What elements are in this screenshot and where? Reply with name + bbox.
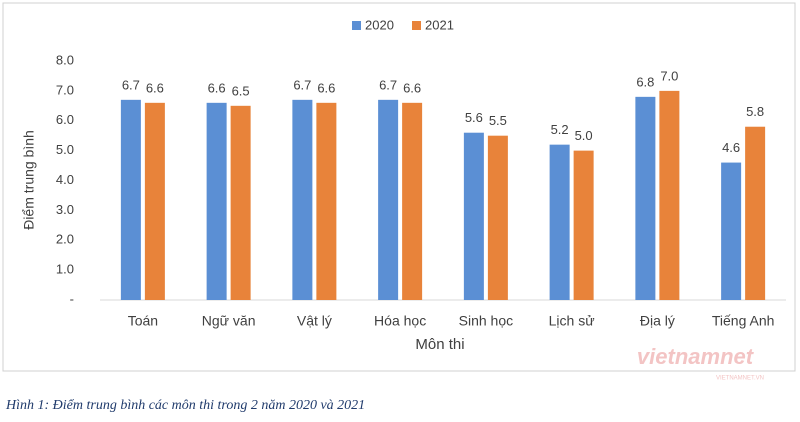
x-tick-label: Hóa học xyxy=(374,313,426,329)
chart: Điểm trung bình Môn thi vietnamnet VIETN… xyxy=(2,2,796,382)
bar xyxy=(573,150,594,300)
x-tick-label: Vật lý xyxy=(297,313,332,329)
y-tick-label: 1.0 xyxy=(56,262,74,277)
value-label: 6.6 xyxy=(317,80,335,95)
value-label: 6.7 xyxy=(122,77,140,92)
bar xyxy=(463,132,484,300)
value-label: 6.7 xyxy=(379,77,397,92)
value-label: 4.6 xyxy=(722,140,740,155)
legend-swatch xyxy=(352,21,361,30)
y-tick-label: 4.0 xyxy=(56,172,74,187)
value-label: 5.6 xyxy=(465,110,483,125)
y-tick-label: 8.0 xyxy=(56,52,74,67)
y-tick-label: 7.0 xyxy=(56,82,74,97)
bar xyxy=(120,99,141,301)
value-label: 6.6 xyxy=(208,80,226,95)
caption: Hình 1: Điểm trung bình các môn thi tron… xyxy=(6,398,366,413)
x-tick-label: Tiếng Anh xyxy=(712,313,775,329)
y-tick-label: 5.0 xyxy=(56,142,74,157)
y-tick-label: 6.0 xyxy=(56,112,74,127)
bar xyxy=(230,105,251,300)
value-label: 6.7 xyxy=(293,77,311,92)
bar xyxy=(549,144,570,300)
watermark: vietnamnet xyxy=(637,344,755,369)
bar xyxy=(721,162,742,300)
bar xyxy=(635,96,656,300)
x-axis-title: Môn thi xyxy=(415,336,464,353)
x-tick-label: Ngữ văn xyxy=(202,313,256,329)
value-label: 6.6 xyxy=(146,80,164,95)
watermark-sub: VIETNAMNET.VN xyxy=(716,376,764,382)
value-label: 6.8 xyxy=(636,74,654,89)
value-label: 6.6 xyxy=(403,80,421,95)
y-tick-label: - xyxy=(70,291,74,306)
bar xyxy=(144,102,165,300)
x-tick-label: Sinh học xyxy=(459,313,513,329)
bar xyxy=(745,126,766,300)
x-tick-label: Địa lý xyxy=(640,313,675,329)
value-label: 6.5 xyxy=(232,83,250,98)
y-tick-label: 3.0 xyxy=(56,202,74,217)
value-label: 5.0 xyxy=(575,128,593,143)
bar xyxy=(206,102,227,300)
value-label: 7.0 xyxy=(660,68,678,83)
bar xyxy=(487,135,508,300)
value-label: 5.5 xyxy=(489,113,507,128)
y-tick-label: 2.0 xyxy=(56,232,74,247)
bar xyxy=(378,99,399,301)
x-tick-label: Lịch sử xyxy=(549,313,595,329)
value-label: 5.2 xyxy=(551,122,569,137)
bar xyxy=(402,102,423,300)
y-axis-title: Điểm trung bình xyxy=(21,130,37,230)
legend-swatch xyxy=(412,21,421,30)
bar xyxy=(316,102,337,300)
bar xyxy=(292,99,313,301)
legend-label: 2021 xyxy=(425,17,454,32)
x-tick-label: Toán xyxy=(128,313,158,329)
bar xyxy=(659,90,680,300)
value-label: 5.8 xyxy=(746,104,764,119)
legend-label: 2020 xyxy=(365,17,394,32)
